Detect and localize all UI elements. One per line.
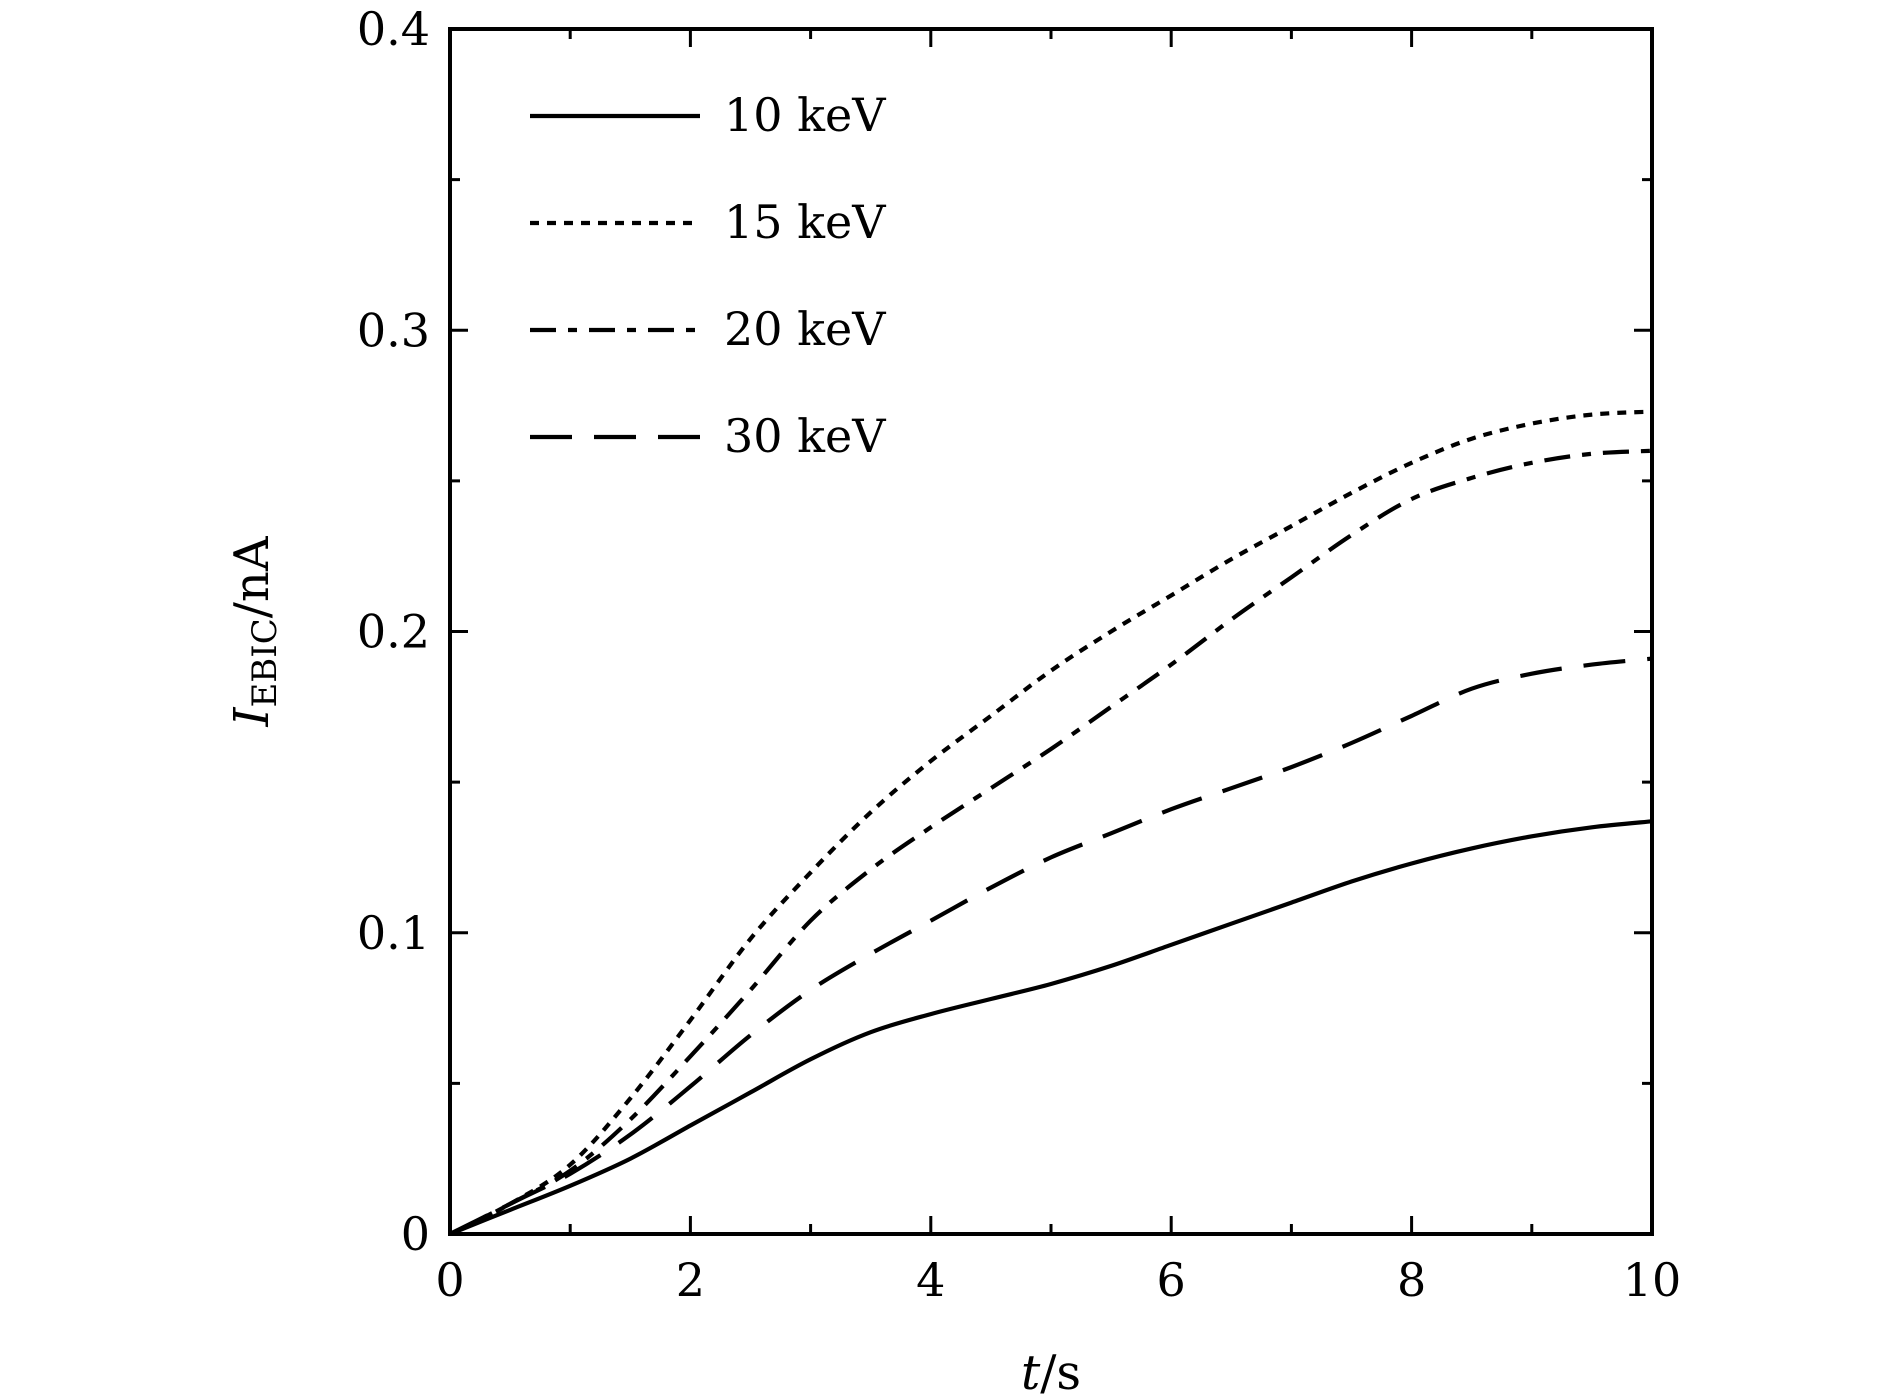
legend: 10 keV 15 keV 20 keV 30 keV bbox=[530, 88, 886, 463]
x-tick-label: 0 bbox=[435, 1253, 464, 1307]
y-axis-subscript: EBIC bbox=[245, 618, 285, 707]
y-tick-label: 0.1 bbox=[357, 906, 430, 960]
y-tick-label: 0.3 bbox=[357, 303, 430, 357]
tick-labels: 0 2 4 6 8 10 0 0.1 0.2 0.3 0.4 bbox=[357, 2, 1681, 1307]
y-axis-variable: I bbox=[224, 706, 280, 727]
y-tick-label: 0.4 bbox=[357, 2, 430, 56]
x-axis-title: t/s bbox=[1021, 1345, 1081, 1394]
legend-label: 10 keV bbox=[724, 88, 886, 142]
legend-label: 15 keV bbox=[724, 195, 886, 249]
y-axis-unit: nA bbox=[224, 535, 280, 602]
x-tick-label: 10 bbox=[1623, 1253, 1682, 1307]
y-axis-title: IEBIC/nA bbox=[224, 535, 285, 727]
y-tick-label: 0 bbox=[401, 1207, 430, 1261]
x-axis-variable: t bbox=[1021, 1345, 1041, 1394]
x-tick-label: 4 bbox=[916, 1253, 945, 1307]
x-axis-unit: s bbox=[1056, 1345, 1081, 1394]
x-tick-label: 2 bbox=[676, 1253, 705, 1307]
legend-label: 30 keV bbox=[724, 409, 886, 463]
x-tick-label: 6 bbox=[1157, 1253, 1186, 1307]
series-layer bbox=[449, 409, 1653, 1236]
series-line-15-kev bbox=[449, 409, 1653, 1236]
plot-frame bbox=[448, 27, 1654, 1236]
legend-label: 20 keV bbox=[724, 302, 886, 356]
y-tick-label: 0.2 bbox=[357, 605, 430, 659]
x-tick-label: 8 bbox=[1397, 1253, 1426, 1307]
series-line-30-kev bbox=[449, 656, 1653, 1236]
ticks-layer bbox=[448, 27, 1654, 1236]
series-line-20-kev bbox=[449, 448, 1653, 1236]
series-line-10-kev bbox=[449, 819, 1653, 1236]
